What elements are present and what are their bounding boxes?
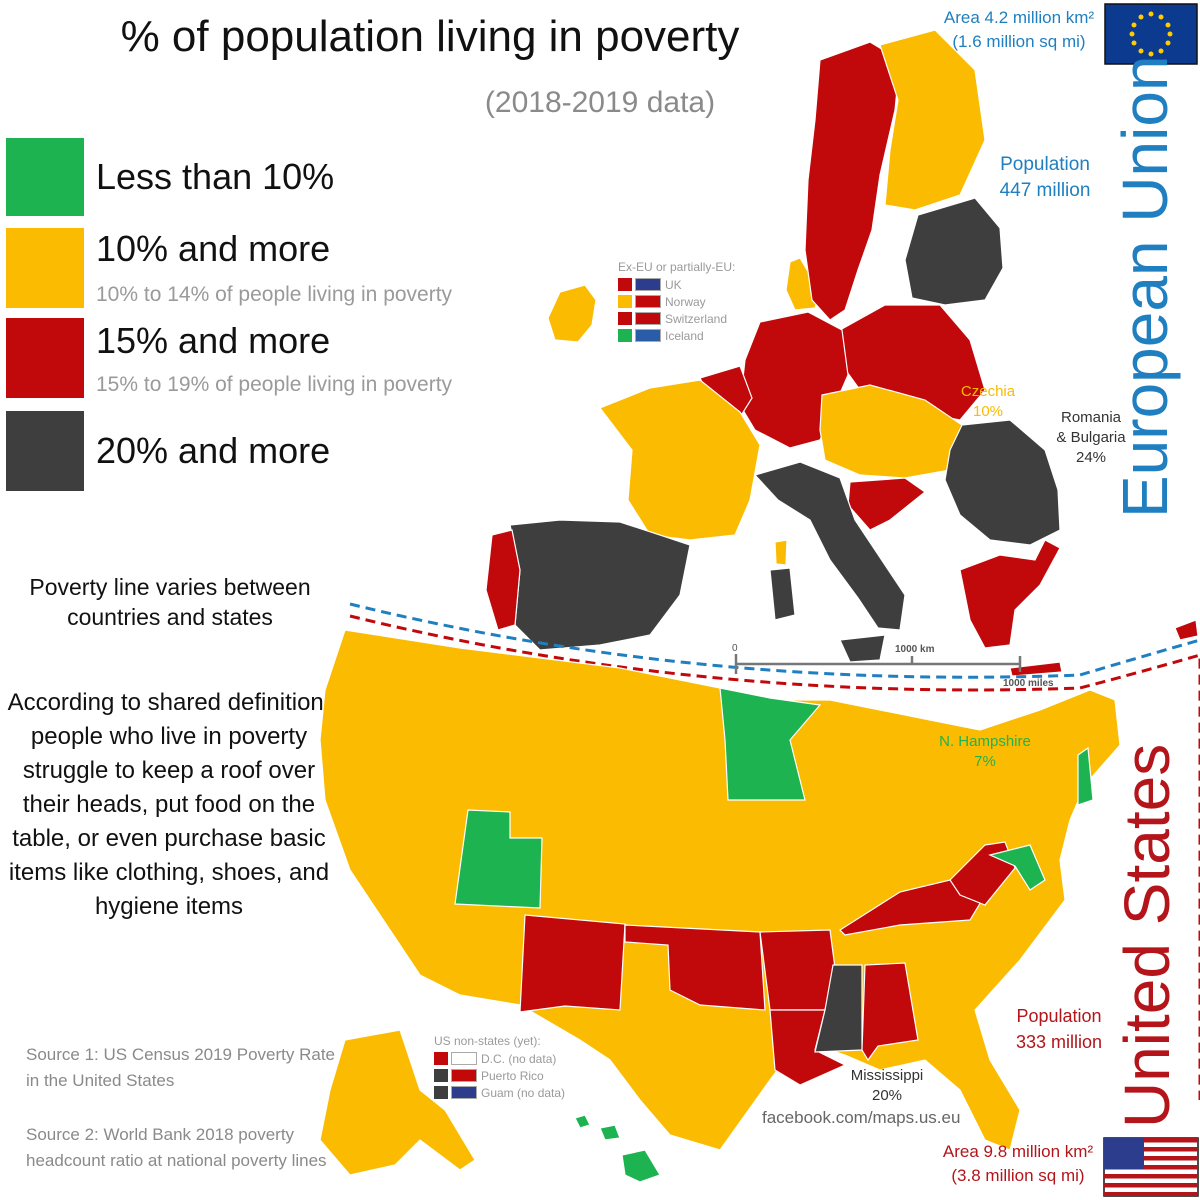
baltics <box>904 197 1004 306</box>
new-hampshire <box>1077 746 1094 806</box>
hawaii-2 <box>599 1124 621 1141</box>
croatia <box>847 477 927 531</box>
maryland <box>988 844 1046 891</box>
puerto-rico-flag-icon <box>451 1069 477 1082</box>
scale-miles: 1000 miles <box>1003 678 1054 689</box>
us-area: Area 9.8 million km² (3.8 million sq mi) <box>942 1142 1094 1185</box>
sicily <box>839 634 886 663</box>
arkansas <box>759 929 836 1011</box>
eu-flag-icon <box>1104 3 1198 65</box>
usa-map <box>319 629 1121 1183</box>
france <box>599 379 761 541</box>
spain <box>509 519 691 651</box>
hawaii <box>574 1114 591 1129</box>
minnesota <box>719 687 822 801</box>
nonstates-row-puerto-rico: Puerto Rico <box>434 1067 565 1084</box>
oklahoma <box>624 924 766 1011</box>
legend-label-yellow: 10% and more <box>96 228 331 269</box>
scale-km: 1000 km <box>895 644 935 655</box>
ex-eu-row-norway: Norway <box>618 293 735 310</box>
switzerland-flag-icon <box>635 312 661 325</box>
nonstates-row-guam: Guam (no data) <box>434 1084 565 1101</box>
greece <box>959 539 1061 649</box>
mississippi <box>814 964 863 1053</box>
us-flag-icon <box>1103 1137 1199 1197</box>
finland <box>879 29 986 211</box>
legend-swatch-yellow <box>6 228 84 308</box>
page-subtitle: (2018-2019 data) <box>484 86 716 119</box>
legend-label-green: Less than 10% <box>96 156 335 197</box>
eu-area: Area 4.2 million km² (1.6 million sq mi) <box>943 8 1095 51</box>
alaska <box>319 1029 476 1176</box>
scale-bar <box>734 654 1022 674</box>
nonstates-row-dc: D.C. (no data) <box>434 1050 565 1067</box>
portugal <box>485 529 521 631</box>
legend-label-red: 15% and more <box>96 320 331 361</box>
source-1: Source 1: US Census 2019 Poverty Rate in… <box>26 1045 335 1090</box>
central-europe <box>819 384 963 479</box>
legend-label-dark: 20% and more <box>96 430 331 471</box>
definition-note: According to shared definition, people w… <box>7 689 331 920</box>
us-population: Population 333 million <box>1015 1006 1103 1052</box>
eu-divider-line <box>349 602 1200 679</box>
corsica <box>774 539 788 566</box>
ex-eu-legend: Ex-EU or partially-EU: UK Norway Switzer… <box>618 260 736 344</box>
alabama <box>861 962 919 1062</box>
ex-eu-row-iceland: Iceland <box>618 327 735 344</box>
ireland <box>547 284 597 343</box>
credit-link[interactable]: facebook.com/maps.us.eu <box>762 1108 961 1127</box>
poverty-line-note: Poverty line varies between countries an… <box>29 574 311 630</box>
legend-swatch-green <box>6 138 84 216</box>
dc-flag-icon <box>451 1052 477 1065</box>
sardinia <box>769 567 796 621</box>
legend-sublabel-yellow: 10% to 14% of people living in poverty <box>96 283 453 306</box>
europe-map <box>485 29 1199 677</box>
mississippi-annotation: Mississippi 20% <box>850 1067 924 1104</box>
uk-flag-icon <box>635 278 661 291</box>
hawaii-big <box>621 1149 661 1183</box>
new-mexico <box>519 914 626 1013</box>
eu-population: Population 447 million <box>999 154 1091 201</box>
ex-eu-row-uk: UK <box>618 276 735 293</box>
czechia-annotation: Czechia 10% <box>960 383 1016 420</box>
legend-sublabel-red: 15% to 19% of people living in poverty <box>96 373 453 396</box>
us-vertical-title: United States <box>1111 743 1183 1128</box>
crete <box>1009 661 1063 677</box>
romania-bulgaria <box>944 419 1061 546</box>
legend-swatch-dark <box>6 411 84 491</box>
kentucky <box>839 879 986 936</box>
legend-swatch-red <box>6 318 84 398</box>
new-hampshire-annotation: N. Hampshire 7% <box>939 733 1031 770</box>
usa-mainland <box>319 629 1121 1151</box>
scale-zero: 0 <box>732 643 738 654</box>
iceland-flag-icon <box>635 329 661 342</box>
italy <box>753 461 906 631</box>
ex-eu-row-switzerland: Switzerland <box>618 310 735 327</box>
us-nonstates-legend: US non-states (yet): D.C. (no data) Puer… <box>434 1034 566 1101</box>
page-title: % of population living in poverty <box>120 12 740 61</box>
utah <box>454 809 543 909</box>
guam-flag-icon <box>451 1086 477 1099</box>
us-divider-line <box>349 614 1200 1100</box>
cyprus <box>1174 619 1199 641</box>
norway-flag-icon <box>635 295 661 308</box>
romania-bulgaria-annotation: Romania & Bulgaria 24% <box>1056 409 1126 466</box>
sweden <box>804 41 901 321</box>
source-2: Source 2: World Bank 2018 poverty headco… <box>26 1125 327 1170</box>
